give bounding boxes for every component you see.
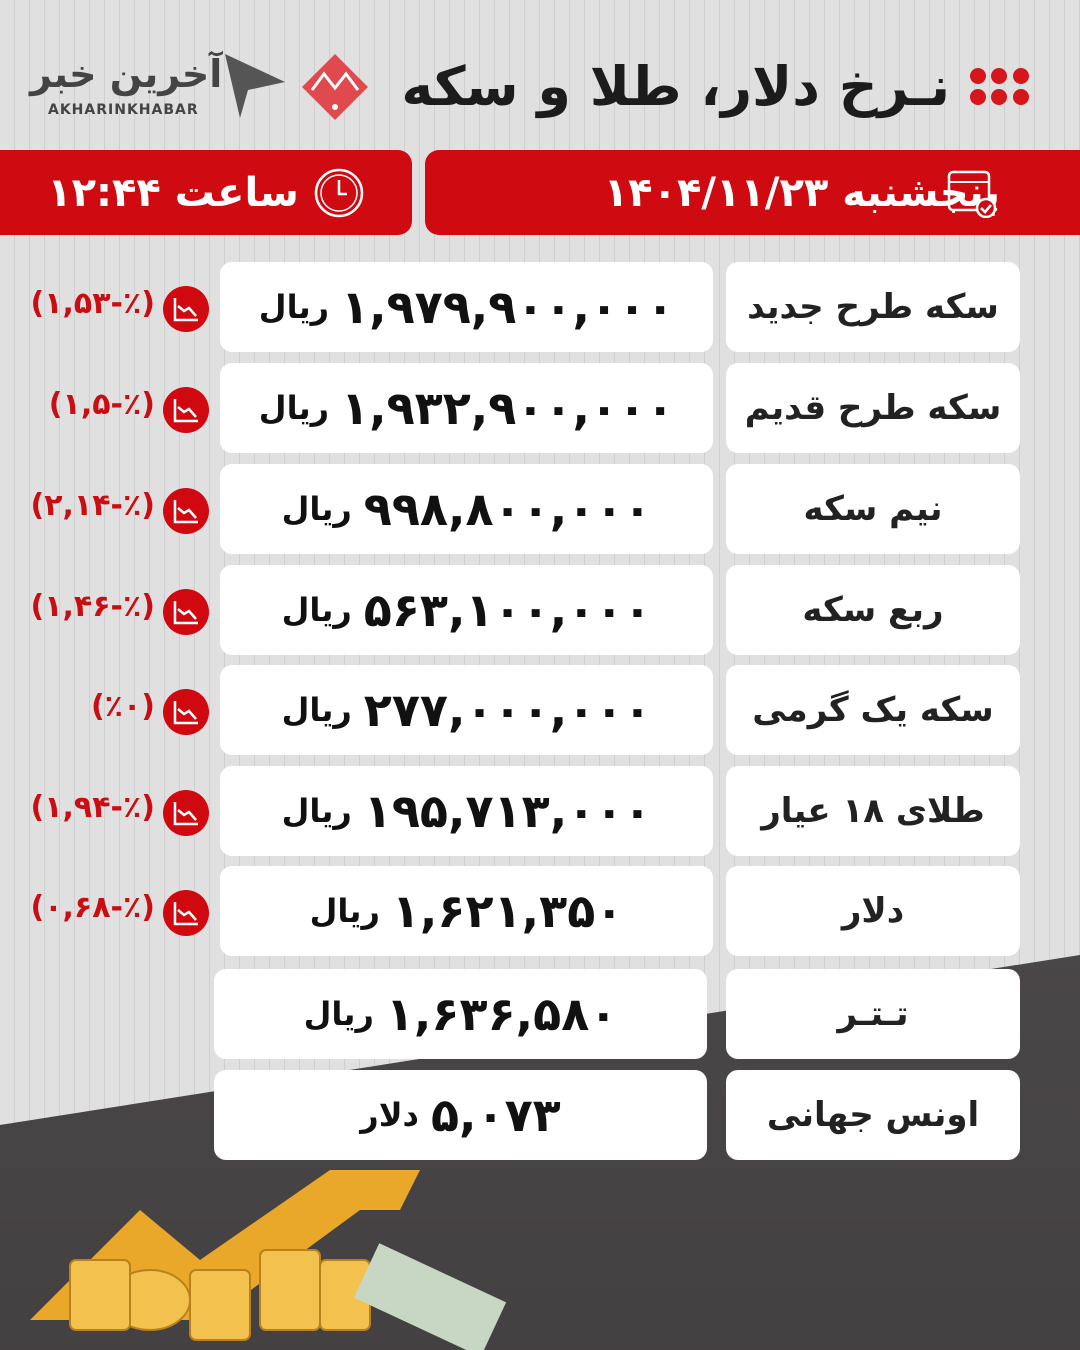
- item-unit: ریال: [281, 490, 352, 528]
- table-row: نیم سکه ریال ۹۹۸,۸۰۰,۰۰۰ (۲,۱۴-٪): [0, 464, 1080, 554]
- item-name-box: طلای ۱۸ عیار: [726, 766, 1020, 856]
- table-row: سکه طرح جدید ریال ۱,۹۷۹,۹۰۰,۰۰۰ (۱,۵۳-٪): [0, 262, 1080, 352]
- gold-coins-illustration: [30, 1170, 507, 1350]
- item-value-box: ریال ۱,۹۷۹,۹۰۰,۰۰۰: [220, 262, 713, 352]
- trend-down-icon: [163, 286, 209, 332]
- item-name: نیم سکه: [803, 489, 943, 529]
- trend-down-icon: [163, 589, 209, 635]
- item-value-box: ریال ۱,۶۲۱,۳۵۰: [220, 866, 713, 956]
- trend-down-icon: [163, 387, 209, 433]
- table-row: سکه یک گرمی ریال ۲۷۷,۰۰۰,۰۰۰ (٪۰): [0, 665, 1080, 755]
- item-value: ۵۶۳,۱۰۰,۰۰۰: [363, 583, 652, 637]
- change-percent: (۰,۶۸-٪): [30, 890, 155, 925]
- calendar-icon: [947, 170, 997, 218]
- table-row: سکه طرح قدیم ریال ۱,۹۳۲,۹۰۰,۰۰۰ (۱,۵-٪): [0, 363, 1080, 453]
- time-label: ساعت ۱۲:۴۴: [47, 169, 299, 216]
- change-percent: (٪۰): [90, 689, 155, 724]
- item-name: سکه طرح قدیم: [744, 388, 1002, 428]
- item-name-box: سکه طرح قدیم: [726, 363, 1020, 453]
- change-percent: (۱,۵۳-٪): [30, 286, 155, 321]
- item-value: ۱,۶۳۶,۵۸۰: [385, 987, 618, 1041]
- item-value: ۵,۰۷۳: [430, 1088, 561, 1142]
- item-name-box: سکه یک گرمی: [726, 665, 1020, 755]
- item-unit: ریال: [281, 792, 352, 830]
- item-unit: دلار: [360, 1096, 419, 1134]
- item-value-box: ریال ۱,۶۳۶,۵۸۰: [214, 969, 707, 1059]
- item-value-box: ریال ۹۹۸,۸۰۰,۰۰۰: [220, 464, 713, 554]
- date-bar: پنجشنبه ۱۴۰۴/۱۱/۲۳: [425, 150, 1080, 235]
- item-value: ۲۷۷,۰۰۰,۰۰۰: [363, 683, 652, 737]
- item-value-box: ریال ۲۷۷,۰۰۰,۰۰۰: [220, 665, 713, 755]
- trend-down-icon: [163, 790, 209, 836]
- logo-diamond-icon: [302, 54, 368, 120]
- table-row: دلار ریال ۱,۶۲۱,۳۵۰ (۰,۶۸-٪): [0, 866, 1080, 956]
- item-name: سکه یک گرمی: [752, 690, 994, 730]
- item-unit: ریال: [309, 892, 380, 930]
- item-unit: ریال: [258, 288, 330, 326]
- item-value-box: دلار ۵,۰۷۳: [214, 1070, 707, 1160]
- item-name-box: دلار: [726, 866, 1020, 956]
- clock-icon: [314, 168, 364, 217]
- item-name-box: اونس جهانی: [726, 1070, 1020, 1160]
- item-name-box: ربع سکه: [726, 565, 1020, 655]
- item-unit: ریال: [258, 389, 330, 427]
- logo-play-icon: [225, 54, 285, 118]
- table-row: ربع سکه ریال ۵۶۳,۱۰۰,۰۰۰ (۱,۴۶-٪): [0, 565, 1080, 655]
- item-name: طلای ۱۸ عیار: [761, 791, 985, 831]
- table-row: اونس جهانی دلار ۵,۰۷۳: [0, 1070, 1080, 1160]
- logo-en: AKHARINKHABAR: [48, 102, 199, 118]
- item-value: ۱,۶۲۱,۳۵۰: [391, 884, 624, 938]
- item-name-box: نیم سکه: [726, 464, 1020, 554]
- item-name: سکه طرح جدید: [747, 287, 999, 327]
- trend-down-icon: [163, 689, 209, 735]
- item-value: ۱۹۵,۷۱۳,۰۰۰: [363, 784, 652, 838]
- date-label: پنجشنبه ۱۴۰۴/۱۱/۲۳: [603, 169, 1000, 216]
- item-name: اونس جهانی: [766, 1095, 980, 1135]
- item-unit: ریال: [303, 995, 374, 1033]
- change-percent: (۱,۵-٪): [48, 387, 155, 422]
- item-name: تـتـر: [837, 994, 909, 1034]
- item-value-box: ریال ۱۹۵,۷۱۳,۰۰۰: [220, 766, 713, 856]
- trend-down-icon: [163, 890, 209, 936]
- item-name-box: سکه طرح جدید: [726, 262, 1020, 352]
- item-unit: ریال: [281, 591, 352, 629]
- item-value: ۱,۹۷۹,۹۰۰,۰۰۰: [341, 280, 675, 334]
- change-percent: (۱,۹۴-٪): [30, 790, 155, 825]
- logo: آخرین خبر AKHARINKHABAR: [30, 52, 375, 122]
- table-row: طلای ۱۸ عیار ریال ۱۹۵,۷۱۳,۰۰۰ (۱,۹۴-٪): [0, 766, 1080, 856]
- change-percent: (۲,۱۴-٪): [30, 488, 155, 523]
- change-percent: (۱,۴۶-٪): [30, 589, 155, 624]
- time-bar: ساعت ۱۲:۴۴: [0, 150, 412, 235]
- table-row: تـتـر ریال ۱,۶۳۶,۵۸۰: [0, 969, 1080, 1059]
- dots-icon: [970, 68, 1030, 106]
- item-name-box: تـتـر: [726, 969, 1020, 1059]
- item-value: ۹۹۸,۸۰۰,۰۰۰: [363, 482, 652, 536]
- item-name: دلار: [841, 891, 905, 931]
- item-value: ۱,۹۳۲,۹۰۰,۰۰۰: [341, 381, 675, 435]
- item-value-box: ریال ۱,۹۳۲,۹۰۰,۰۰۰: [220, 363, 713, 453]
- item-value-box: ریال ۵۶۳,۱۰۰,۰۰۰: [220, 565, 713, 655]
- trend-down-icon: [163, 488, 209, 534]
- page-title: نـرخ دلار، طلا و سکه: [401, 55, 950, 118]
- logo-fa: آخرین خبر: [30, 52, 223, 96]
- item-name: ربع سکه: [802, 590, 944, 630]
- item-unit: ریال: [281, 691, 352, 729]
